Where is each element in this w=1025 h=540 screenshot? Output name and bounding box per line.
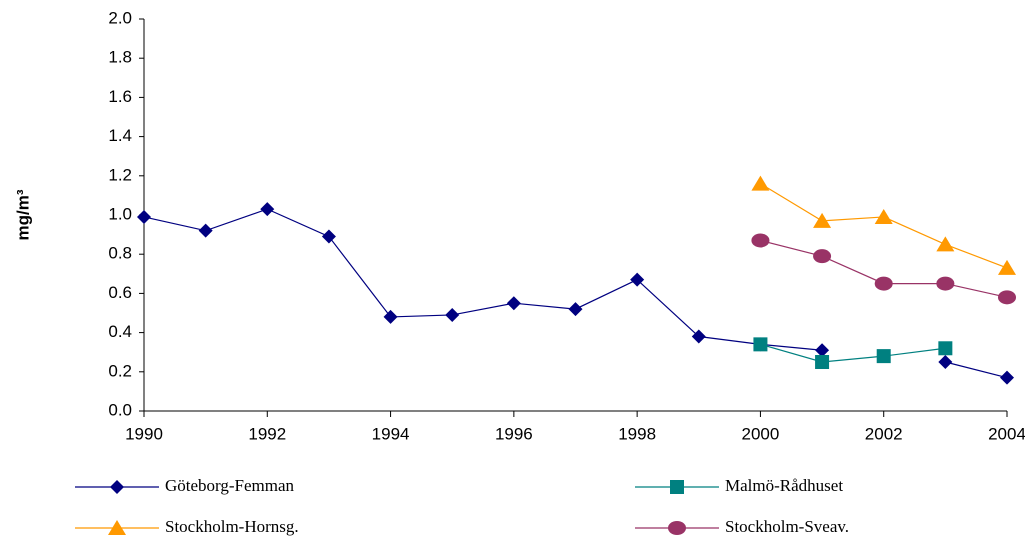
marker xyxy=(813,212,832,228)
marker xyxy=(753,337,768,352)
y-tick-label: 0.0 xyxy=(108,400,132,419)
marker xyxy=(998,259,1016,275)
x-tick-label: 1990 xyxy=(125,424,163,443)
marker xyxy=(813,249,832,264)
marker xyxy=(751,175,770,191)
x-tick-label: 1992 xyxy=(248,424,286,443)
series-line xyxy=(760,343,946,363)
y-tick-label: 1.0 xyxy=(108,204,132,223)
marker xyxy=(198,223,213,238)
legend-marker xyxy=(108,520,126,535)
marker xyxy=(445,307,460,322)
marker xyxy=(876,349,891,364)
y-tick-label: 2.0 xyxy=(108,8,132,27)
x-tick-label: 2004 xyxy=(988,424,1025,443)
marker xyxy=(815,343,830,358)
marker xyxy=(938,355,953,369)
y-tick-label: 0.8 xyxy=(108,244,132,263)
marker xyxy=(936,236,955,252)
marker xyxy=(751,233,770,248)
marker xyxy=(874,276,893,291)
series-line xyxy=(760,183,1008,269)
marker xyxy=(938,341,953,356)
y-tick-label: 1.4 xyxy=(108,126,132,145)
marker xyxy=(936,276,955,291)
marker xyxy=(321,229,336,244)
marker xyxy=(506,296,521,311)
legend-marker xyxy=(670,480,684,494)
x-tick-label: 1998 xyxy=(618,424,656,443)
marker xyxy=(137,209,151,224)
x-tick-label: 2000 xyxy=(742,424,780,443)
legend-label: Malmö-Rådhuset xyxy=(725,476,843,495)
y-tick-label: 0.4 xyxy=(108,322,132,341)
y-tick-label: 1.8 xyxy=(108,48,132,67)
x-tick-label: 2002 xyxy=(865,424,903,443)
y-tick-label: 0.6 xyxy=(108,283,132,302)
marker xyxy=(383,309,398,324)
marker xyxy=(568,302,583,317)
legend-label: Stockholm-Sveav. xyxy=(725,517,849,536)
y-tick-label: 1.6 xyxy=(108,87,132,106)
marker xyxy=(815,355,830,369)
marker xyxy=(1000,370,1014,385)
marker xyxy=(874,208,893,224)
marker xyxy=(998,290,1016,305)
y-axis-label: mg/m³ xyxy=(13,189,32,240)
legend-label: Göteborg-Femman xyxy=(165,476,295,495)
legend-marker xyxy=(668,521,686,535)
series-line xyxy=(143,208,1008,379)
x-tick-label: 1996 xyxy=(495,424,533,443)
marker xyxy=(630,272,645,287)
legend-label: Stockholm-Hornsg. xyxy=(165,517,299,536)
x-tick-label: 1994 xyxy=(372,424,410,443)
marker xyxy=(691,329,706,344)
legend-marker xyxy=(110,480,124,494)
y-tick-label: 1.2 xyxy=(108,165,132,184)
marker xyxy=(260,202,275,217)
y-tick-label: 0.2 xyxy=(108,361,132,380)
